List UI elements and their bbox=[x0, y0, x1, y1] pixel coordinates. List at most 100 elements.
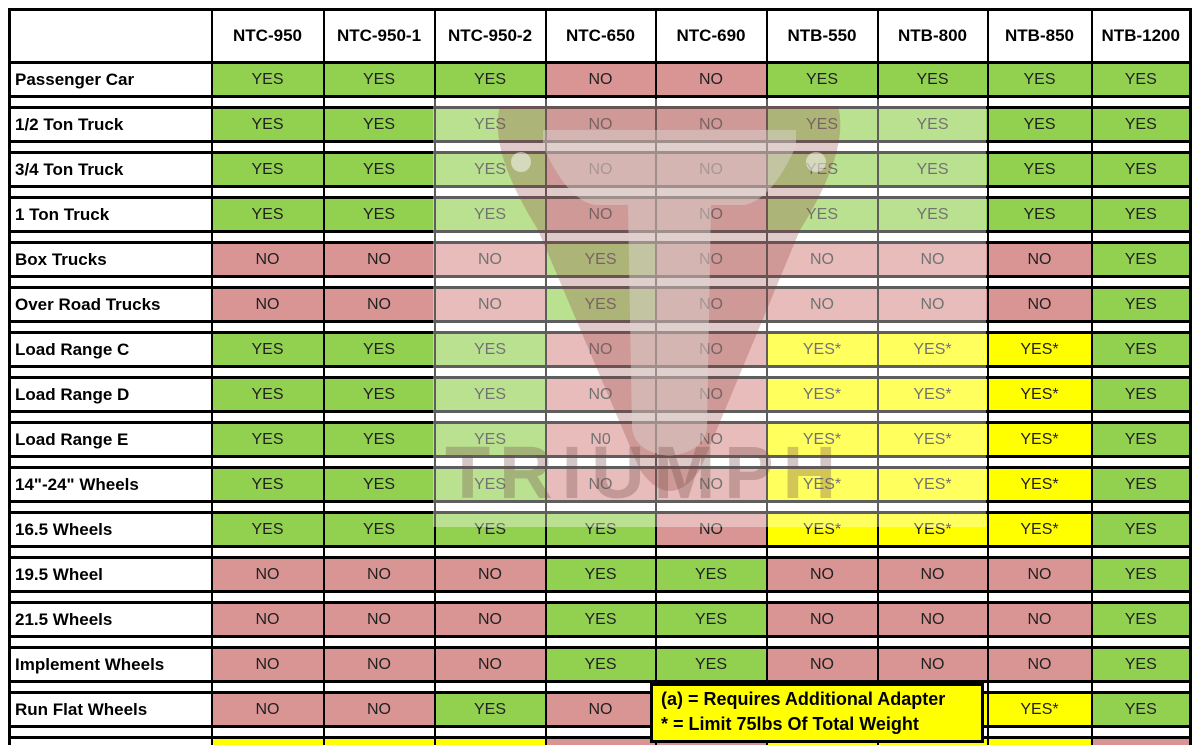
row-spacer bbox=[8, 546, 1192, 558]
value-cell: YES bbox=[322, 511, 436, 548]
spacer-cell bbox=[8, 231, 213, 243]
value-cell: NO bbox=[210, 601, 325, 638]
spacer-cell bbox=[1090, 321, 1192, 333]
value-cell: YES bbox=[210, 61, 325, 98]
spacer-cell bbox=[322, 591, 436, 603]
value-cell: NO bbox=[765, 601, 879, 638]
spacer-cell bbox=[876, 411, 989, 423]
corner-cell bbox=[8, 8, 213, 64]
value-cell: NO bbox=[876, 286, 989, 323]
row-label: 14"-24" Wheels bbox=[8, 466, 213, 503]
spacer-cell bbox=[433, 276, 547, 288]
spacer-cell bbox=[876, 321, 989, 333]
spacer-cell bbox=[322, 276, 436, 288]
spacer-cell bbox=[433, 411, 547, 423]
spacer-cell bbox=[986, 276, 1093, 288]
spacer-cell bbox=[8, 501, 213, 513]
spacer-cell bbox=[765, 321, 879, 333]
value-cell: NO bbox=[765, 556, 879, 593]
spacer-cell bbox=[8, 96, 213, 108]
spacer-cell bbox=[8, 321, 213, 333]
value-cell: YES bbox=[322, 466, 436, 503]
value-cell: NO bbox=[322, 601, 436, 638]
value-cell: NO bbox=[544, 466, 657, 503]
spacer-cell bbox=[654, 186, 768, 198]
value-cell: NO bbox=[322, 241, 436, 278]
value-cell: YES bbox=[433, 376, 547, 413]
spacer-cell bbox=[765, 411, 879, 423]
value-cell: NO bbox=[210, 646, 325, 683]
spacer-cell bbox=[322, 96, 436, 108]
spacer-cell bbox=[654, 231, 768, 243]
value-cell: NO bbox=[544, 736, 657, 745]
value-cell: NO bbox=[322, 691, 436, 728]
spacer-cell bbox=[876, 366, 989, 378]
value-cell: YES bbox=[765, 151, 879, 188]
value-cell: NO bbox=[654, 376, 768, 413]
row-spacer bbox=[8, 96, 1192, 108]
value-cell: NO bbox=[544, 61, 657, 98]
value-cell: YES bbox=[544, 511, 657, 548]
value-cell: YES bbox=[876, 61, 989, 98]
value-cell: YES bbox=[1090, 196, 1192, 233]
column-header: NTC-950-1 bbox=[322, 8, 436, 64]
row-spacer bbox=[8, 321, 1192, 333]
value-cell: YES bbox=[1090, 106, 1192, 143]
value-cell: YES* bbox=[765, 466, 879, 503]
spacer-cell bbox=[654, 456, 768, 468]
spacer-cell bbox=[1090, 546, 1192, 558]
value-cell: YES bbox=[1090, 151, 1192, 188]
spacer-cell bbox=[433, 366, 547, 378]
table-row: Run Flat WheelsNONOYESNONOYES*YES*YES*YE… bbox=[8, 691, 1192, 728]
value-cell: YES bbox=[986, 61, 1093, 98]
spacer-cell bbox=[1090, 366, 1192, 378]
spacer-cell bbox=[876, 186, 989, 198]
value-cell: NO bbox=[986, 556, 1093, 593]
value-cell: YES bbox=[544, 601, 657, 638]
spacer-cell bbox=[8, 276, 213, 288]
spacer-cell bbox=[1090, 231, 1192, 243]
value-cell: NO bbox=[322, 556, 436, 593]
spacer-cell bbox=[8, 681, 213, 693]
value-cell: N0 bbox=[544, 421, 657, 458]
spacer-cell bbox=[765, 231, 879, 243]
spacer-cell bbox=[654, 411, 768, 423]
row-label: Motorcycle Wheels bbox=[8, 736, 213, 745]
spacer-cell bbox=[654, 96, 768, 108]
spacer-cell bbox=[433, 321, 547, 333]
value-cell: YES bbox=[322, 196, 436, 233]
column-header: NTB-550 bbox=[765, 8, 879, 64]
spacer-cell bbox=[986, 141, 1093, 153]
spacer-cell bbox=[765, 636, 879, 648]
value-cell: YES bbox=[1090, 331, 1192, 368]
value-cell: NO bbox=[654, 511, 768, 548]
value-cell: YES* bbox=[876, 376, 989, 413]
spacer-cell bbox=[986, 456, 1093, 468]
value-cell: YES bbox=[210, 421, 325, 458]
value-cell: YES bbox=[210, 331, 325, 368]
column-header: NTB-1200 bbox=[1090, 8, 1192, 64]
spacer-cell bbox=[433, 231, 547, 243]
column-header: NTC-950-2 bbox=[433, 8, 547, 64]
spacer-cell bbox=[210, 726, 325, 738]
spacer-cell bbox=[433, 726, 547, 738]
spacer-cell bbox=[1090, 681, 1192, 693]
value-cell: NO bbox=[654, 61, 768, 98]
spacer-cell bbox=[322, 726, 436, 738]
spacer-cell bbox=[8, 726, 213, 738]
value-cell: NO bbox=[433, 241, 547, 278]
value-cell: YES bbox=[544, 556, 657, 593]
spacer-cell bbox=[210, 141, 325, 153]
table-row: Over Road Trucks NO NO NO YES NO NO NO NO YES bbox=[8, 286, 1192, 323]
value-cell: NO bbox=[654, 241, 768, 278]
value-cell: YES* bbox=[986, 331, 1093, 368]
value-cell: YES bbox=[210, 511, 325, 548]
value-cell: YES bbox=[986, 196, 1093, 233]
spacer-cell bbox=[210, 276, 325, 288]
value-cell: NO bbox=[544, 151, 657, 188]
spacer-cell bbox=[544, 546, 657, 558]
spacer-cell bbox=[322, 456, 436, 468]
spacer-cell bbox=[654, 276, 768, 288]
value-cell: NO bbox=[654, 286, 768, 323]
